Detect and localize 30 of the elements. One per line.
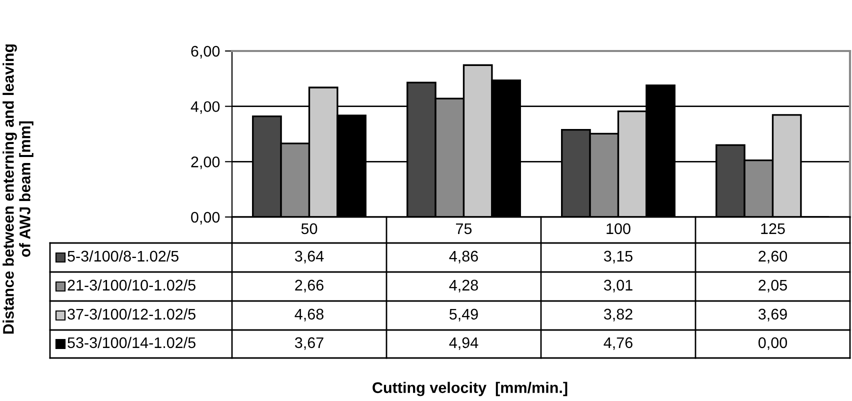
y-tick-label: 2,00	[191, 156, 220, 170]
legend-label: 53-3/100/14-1.02/5	[68, 336, 196, 348]
x-tick-label: 100	[606, 223, 630, 234]
x-tick-label: 50	[301, 223, 318, 234]
legend-label: 21-3/100/10-1.02/5	[68, 279, 196, 291]
data-label: 3,69	[758, 308, 787, 322]
text: Cutting velocity [mm/min.]	[372, 382, 568, 396]
y-tick-label: 0,00	[191, 212, 220, 224]
data-label: 2,05	[758, 280, 787, 292]
text: Distance between enterning and leaving of AWJ beam [mm]	[2, 44, 34, 334]
x-tick-label: 75	[456, 223, 472, 234]
legend-label: 5-3/100/8-1.02/5	[68, 250, 178, 262]
data-label: 3,82	[604, 308, 632, 322]
data-label: 0,00	[758, 337, 788, 350]
y-tick-label: 4,00	[190, 101, 220, 114]
data-label: 3,15	[604, 250, 632, 264]
data-label: 4,86	[449, 250, 478, 264]
data-label: 3,64	[294, 250, 324, 264]
y-tick-label: 6,00	[191, 46, 220, 58]
x-tick-label: 125	[761, 223, 785, 234]
data-label: 4,76	[604, 337, 632, 350]
data-label: 2,66	[295, 280, 324, 292]
data-label: 4,68	[294, 308, 324, 322]
legend-label: 37-3/100/12-1.02/5	[68, 308, 196, 320]
data-label: 3,01	[604, 280, 632, 292]
data-label: 5,49	[449, 308, 478, 322]
data-label: 4,94	[449, 337, 478, 350]
data-label: 4,28	[449, 280, 478, 292]
data-label: 2,60	[758, 250, 788, 264]
data-label: 3,67	[294, 337, 324, 350]
